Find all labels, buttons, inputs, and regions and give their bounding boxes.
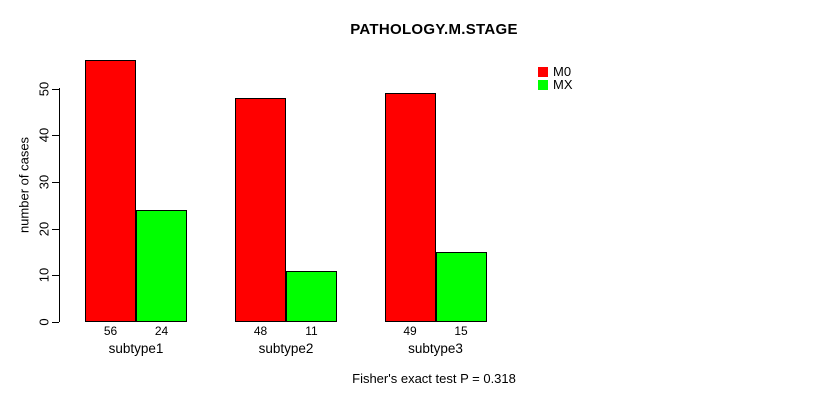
bar-subtype1-MX	[136, 209, 187, 322]
y-tick-50	[52, 88, 59, 90]
fisher-test-annotation: Fisher's exact test P = 0.318	[352, 371, 516, 386]
legend-label-MX: MX	[553, 76, 573, 92]
y-tick-10	[52, 275, 59, 277]
bar-subtype1-M0	[85, 60, 136, 322]
legend-label-M0: M0	[553, 64, 572, 79]
y-tick-20	[52, 228, 59, 230]
bar-subtype3-MX	[435, 251, 487, 322]
y-axis-title: number of cases	[16, 136, 32, 234]
legend: M0 MX	[538, 64, 573, 92]
legend-item-MX: MX	[538, 76, 573, 92]
category-label-subtype1: subtype1	[108, 341, 164, 356]
value-label-subtype2-MX: 11	[305, 324, 318, 338]
value-label-subtype1-MX: 24	[154, 324, 169, 338]
y-tick-label-10: 10	[36, 268, 52, 283]
legend-item-M0: M0	[538, 64, 573, 79]
chart-title: PATHOLOGY.M.STAGE	[350, 21, 518, 38]
y-tick-label-20: 20	[36, 221, 52, 236]
y-tick-label-30: 30	[36, 174, 52, 190]
y-axis-line	[59, 88, 60, 322]
legend-swatch-MX	[538, 79, 548, 90]
value-label-subtype2-M0: 48	[253, 324, 268, 338]
value-label-subtype3-M0: 49	[403, 324, 417, 338]
y-tick-30	[52, 181, 59, 183]
bar-subtype2-MX	[286, 270, 337, 322]
value-label-subtype3-MX: 15	[454, 324, 468, 338]
legend-swatch-M0	[538, 67, 548, 78]
y-tick-label-0: 0	[36, 318, 52, 326]
category-label-subtype2: subtype2	[258, 341, 314, 356]
y-tick-label-40: 40	[36, 127, 52, 143]
y-tick-40	[52, 135, 59, 137]
y-tick-0	[52, 322, 59, 323]
category-label-subtype3: subtype3	[408, 341, 463, 356]
bar-subtype2-M0	[235, 97, 286, 322]
bar-subtype3-M0	[384, 93, 436, 322]
value-label-subtype1-M0: 56	[103, 324, 118, 338]
y-tick-label-50: 50	[36, 81, 52, 96]
